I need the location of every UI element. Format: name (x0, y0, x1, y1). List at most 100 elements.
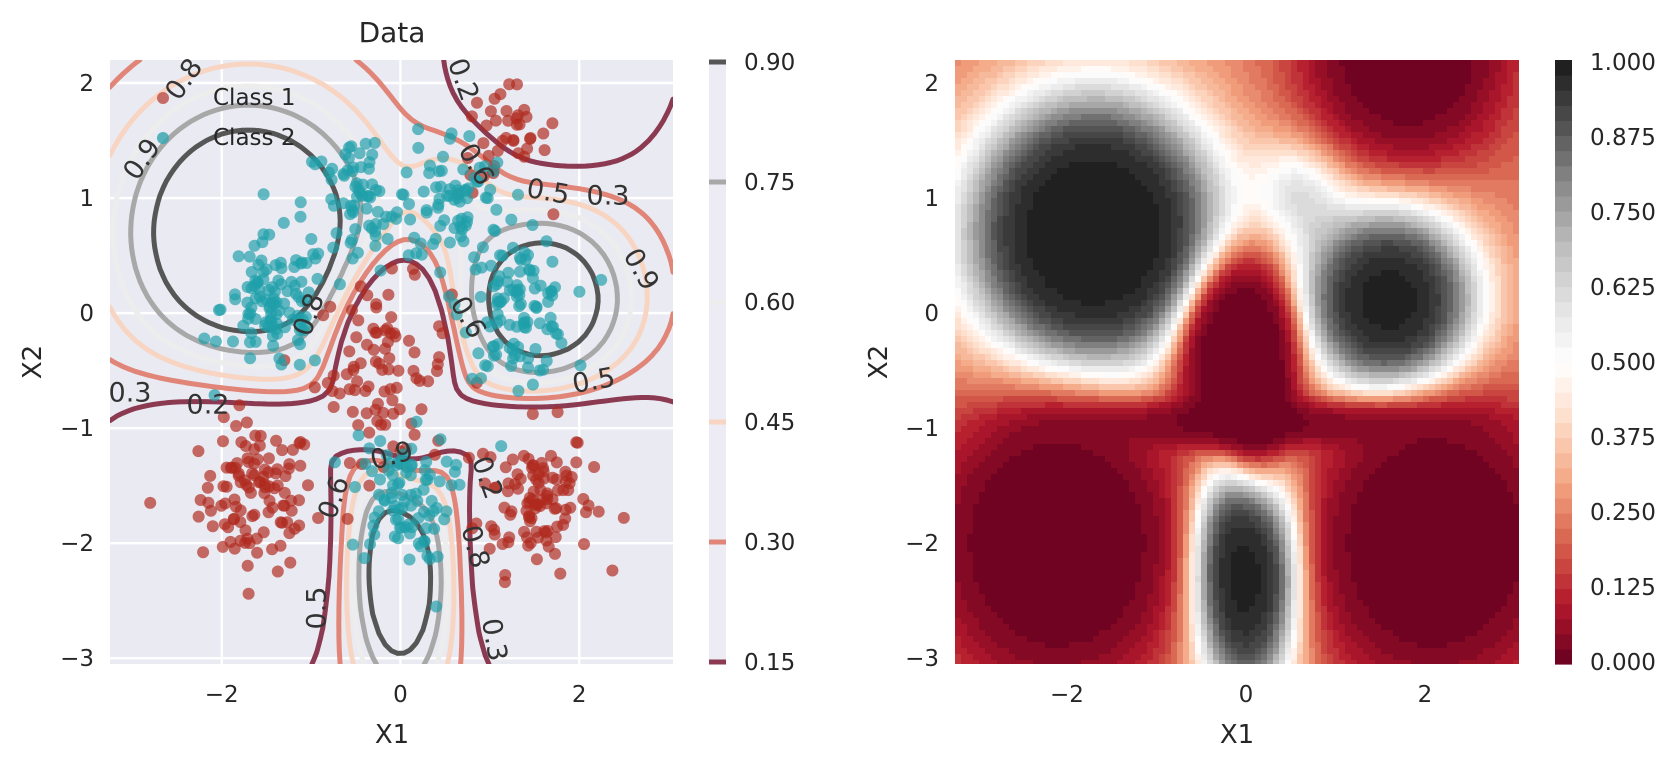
heatmap-cell (1273, 84, 1280, 91)
heatmap-cell (1273, 60, 1280, 67)
heatmap-cell (1057, 264, 1064, 271)
heatmap-cell (1231, 180, 1238, 187)
heatmap-cell (1291, 156, 1298, 163)
class-2-point (352, 183, 365, 196)
heatmap-cell (1129, 174, 1136, 181)
heatmap-cell (1171, 252, 1178, 259)
heatmap-cell (1255, 240, 1262, 247)
heatmap-cell (955, 162, 962, 169)
heatmap-cell (1165, 84, 1172, 91)
heatmap-cell (1165, 210, 1172, 217)
heatmap-cell (1405, 66, 1412, 73)
heatmap-cell (1057, 144, 1064, 151)
class-1-point (496, 134, 509, 147)
heatmap-cell (1117, 186, 1124, 193)
heatmap-cell (997, 120, 1004, 127)
heatmap-cell (1405, 126, 1412, 133)
heatmap-cell (1351, 198, 1358, 205)
heatmap-cell (1045, 138, 1052, 145)
left-x-ticks: −2 0 2 (205, 682, 587, 708)
heatmap-cell (1069, 180, 1076, 187)
class-2-point (294, 196, 307, 209)
heatmap-cell (1471, 186, 1478, 193)
heatmap-cell (1039, 162, 1046, 169)
heatmap-cell (1045, 156, 1052, 163)
class-2-point (414, 237, 427, 250)
heatmap-cell (1243, 198, 1250, 205)
heatmap-cell (1189, 234, 1196, 241)
heatmap-cell (1249, 114, 1256, 121)
heatmap-cell (991, 288, 998, 295)
heatmap-cell (1027, 318, 1034, 325)
heatmap-cell (967, 66, 974, 73)
heatmap-cell (1279, 282, 1286, 289)
heatmap-cell (1135, 108, 1142, 115)
heatmap-cell (1249, 144, 1256, 151)
heatmap-cell (1105, 156, 1112, 163)
heatmap-cell (1093, 156, 1100, 163)
heatmap-cell (1063, 246, 1070, 253)
class-2-point (491, 316, 503, 329)
heatmap-cell (1459, 96, 1466, 103)
class-2-point (428, 522, 441, 535)
heatmap-cell (1447, 96, 1454, 103)
heatmap-cell (1009, 222, 1016, 229)
heatmap-cell (1009, 210, 1016, 217)
heatmap-cell (1315, 144, 1322, 151)
heatmap-cell (1135, 174, 1142, 181)
heatmap-cell (1477, 174, 1484, 181)
heatmap-cell (967, 108, 974, 115)
heatmap-cell (1141, 240, 1148, 247)
heatmap-cell (1375, 108, 1382, 115)
heatmap-cell (1129, 306, 1136, 313)
class-2-point (257, 188, 270, 201)
heatmap-cell (1351, 66, 1358, 73)
heatmap-cell (1369, 66, 1376, 73)
heatmap-cell (1033, 114, 1040, 121)
heatmap-cell (1477, 270, 1484, 277)
heatmap-cell (1045, 180, 1052, 187)
heatmap-cell (979, 108, 986, 115)
heatmap-cell (1261, 282, 1268, 289)
class-1-point (224, 461, 237, 474)
heatmap-cell (1387, 198, 1394, 205)
heatmap-cell (967, 294, 974, 301)
heatmap-cell (997, 186, 1004, 193)
heatmap-cell (1387, 114, 1394, 121)
class-1-point (383, 352, 396, 365)
heatmap-cell (1381, 138, 1388, 145)
heatmap-cell (1093, 84, 1100, 91)
heatmap-cell (1153, 78, 1160, 85)
heatmap-cell (1147, 306, 1154, 313)
heatmap-cell (1495, 294, 1502, 301)
heatmap-cell (955, 210, 962, 217)
heatmap-cell (1003, 132, 1010, 139)
heatmap-cell (1135, 240, 1142, 247)
heatmap-cell (1363, 60, 1370, 67)
heatmap-cell (1333, 84, 1340, 91)
heatmap-cell (1003, 180, 1010, 187)
heatmap-cell (1345, 168, 1352, 175)
class-1-point (206, 520, 219, 533)
heatmap-cell (1351, 312, 1358, 319)
class-1-point (551, 406, 564, 419)
heatmap-cell (1015, 258, 1022, 265)
heatmap-cell (1309, 222, 1316, 229)
heatmap-cell (1195, 126, 1202, 133)
heatmap-cell (1435, 186, 1442, 193)
heatmap-cell (1303, 102, 1310, 109)
heatmap-cell (1393, 150, 1400, 157)
heatmap-cell (1423, 168, 1430, 175)
heatmap-cell (1447, 90, 1454, 97)
heatmap-cell (1207, 168, 1214, 175)
heatmap-cell (1063, 108, 1070, 115)
heatmap-cell (1429, 162, 1436, 169)
heatmap-cell (1129, 168, 1136, 175)
heatmap-cell (1147, 120, 1154, 127)
heatmap-cell (1375, 90, 1382, 97)
heatmap-cell (1129, 120, 1136, 127)
heatmap-cell (1045, 192, 1052, 199)
heatmap-cell (1159, 144, 1166, 151)
heatmap-cell (1027, 234, 1034, 241)
class-2-point (353, 147, 366, 160)
